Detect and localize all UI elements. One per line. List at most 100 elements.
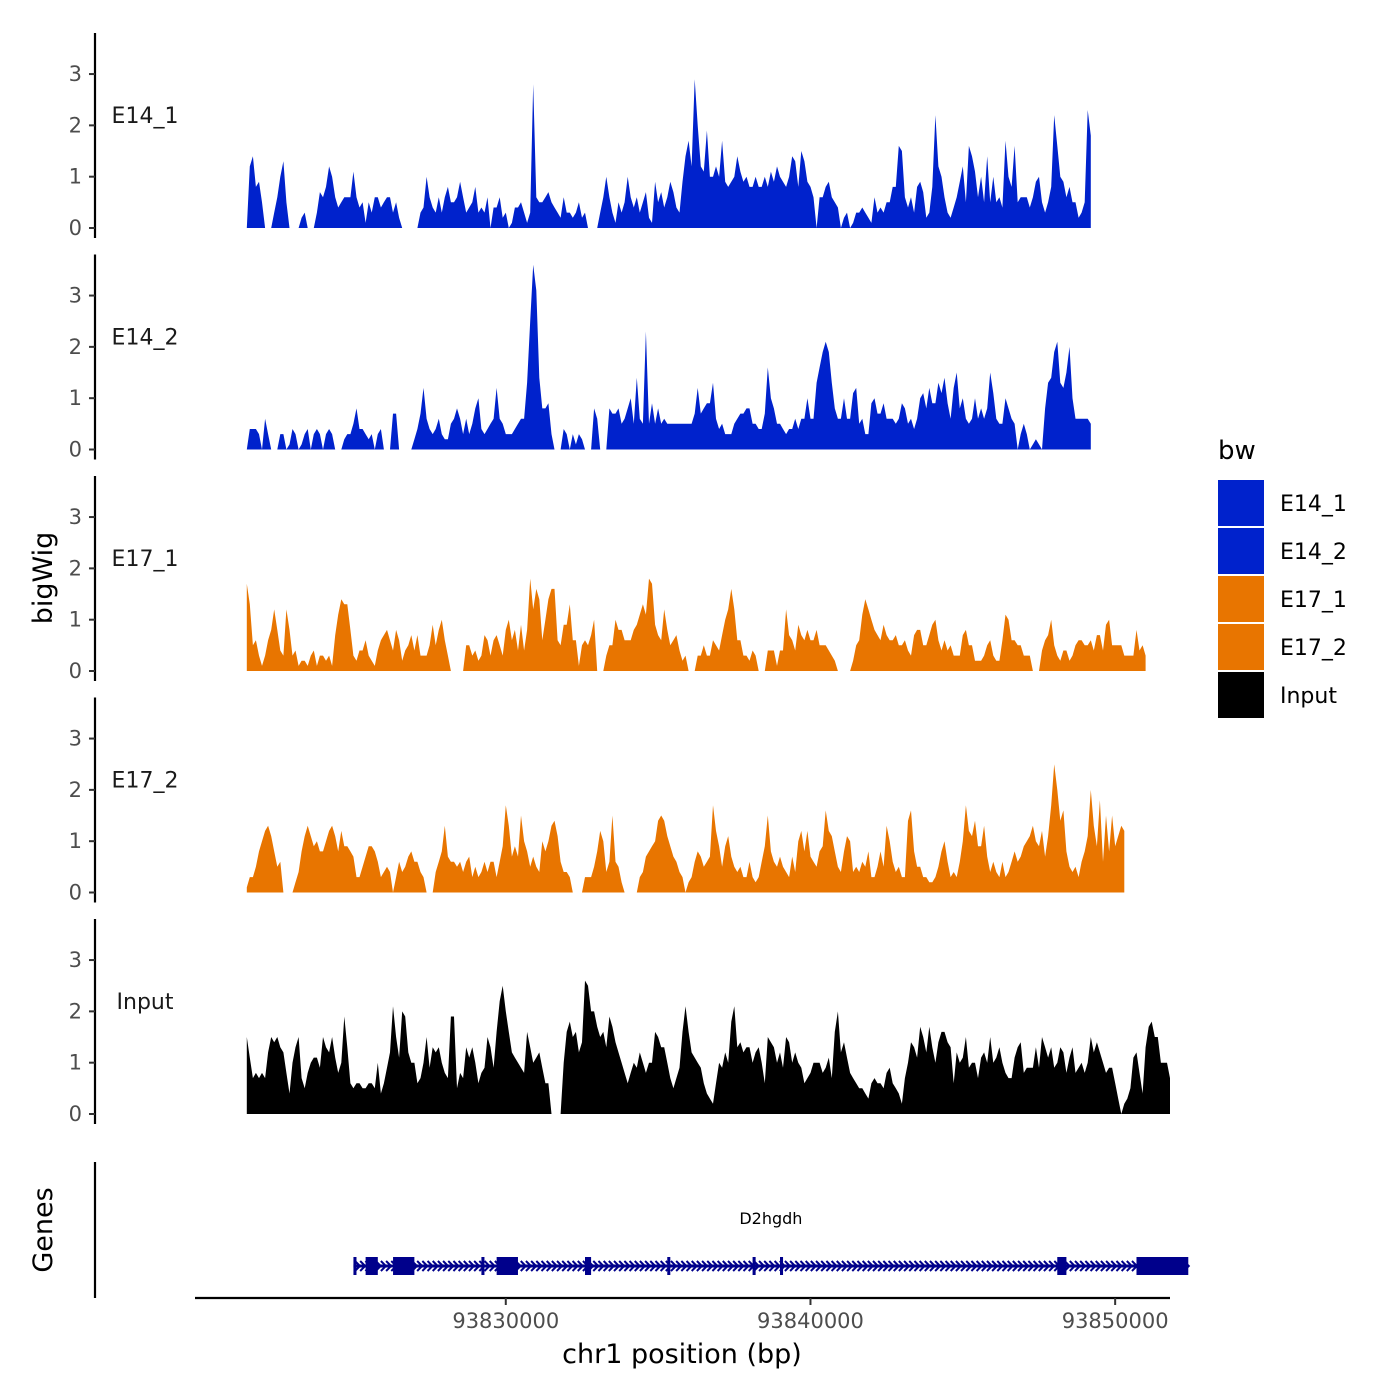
- strand-arrow: [794, 1260, 802, 1272]
- strand-arrow: [701, 1260, 709, 1272]
- genes-panel: Genes D2hgdh: [28, 1162, 1191, 1298]
- strand-arrow: [447, 1260, 455, 1272]
- strand-arrow: [670, 1260, 678, 1272]
- signal-area-E17_1: [694, 588, 759, 671]
- strand-arrow: [846, 1260, 854, 1272]
- track-label: Input: [117, 990, 174, 1015]
- strand-arrow: [545, 1260, 554, 1272]
- y-tick-label: 0: [69, 881, 82, 905]
- y-tick-label: 1: [69, 1051, 82, 1075]
- y-tick-label: 1: [69, 608, 82, 632]
- y-tick-label: 0: [69, 438, 82, 462]
- strand-arrow: [742, 1260, 750, 1272]
- strand-arrow: [618, 1260, 626, 1272]
- strand-arrow: [851, 1260, 859, 1272]
- strand-arrow: [639, 1260, 647, 1272]
- strand-arrow: [986, 1260, 994, 1272]
- strand-arrow: [1084, 1260, 1092, 1272]
- signal-area-E14_2: [246, 418, 272, 450]
- legend-label: E17_1: [1280, 588, 1347, 613]
- strand-arrow: [711, 1260, 719, 1272]
- bigwig-tracks: 0 1 2 3 E14_1 0 1 2 3 E14_2 0 1 2 3 E17_1 0 1 2 3 E17_2 0 1 2 3…: [69, 33, 1170, 1126]
- track-label: E17_1: [112, 547, 179, 572]
- strand-arrow: [830, 1260, 838, 1272]
- strand-arrow: [1126, 1260, 1134, 1272]
- strand-arrow: [468, 1260, 476, 1272]
- strand-arrow: [623, 1260, 631, 1272]
- y-axis-title: bigWig: [28, 532, 59, 625]
- strand-arrow: [882, 1260, 890, 1272]
- strand-arrow: [918, 1260, 927, 1272]
- strand-arrow: [354, 1260, 362, 1272]
- strand-arrow: [613, 1260, 621, 1272]
- strand-arrow: [872, 1260, 880, 1272]
- y-tick-label: 1: [69, 165, 82, 189]
- strand-arrow: [737, 1260, 745, 1272]
- x-axis: 93830000 93840000 93850000: [195, 1296, 1170, 1333]
- strand-arrow: [592, 1260, 600, 1272]
- gene-label: D2hgdh: [739, 1209, 802, 1228]
- strand-arrow: [457, 1260, 466, 1272]
- track-label: E14_2: [112, 326, 179, 351]
- legend-label: E14_2: [1280, 540, 1347, 565]
- strand-arrow: [836, 1260, 844, 1272]
- gene-exon: [1057, 1257, 1067, 1275]
- strand-arrow: [571, 1260, 579, 1272]
- strand-arrow: [561, 1260, 569, 1272]
- strand-arrow: [1027, 1260, 1035, 1272]
- strand-arrow: [1089, 1260, 1097, 1272]
- strand-arrow: [887, 1260, 895, 1272]
- strand-arrow: [867, 1260, 875, 1272]
- y-tick-label: 0: [69, 216, 82, 240]
- signal-area-E17_2: [636, 764, 1125, 893]
- strand-arrow: [716, 1260, 725, 1272]
- y-tick-label: 1: [69, 829, 82, 853]
- track-Input: 0 1 2 3 Input: [69, 919, 1170, 1126]
- strand-arrow: [810, 1260, 818, 1272]
- strand-arrow: [1115, 1260, 1123, 1272]
- strand-arrow: [597, 1260, 605, 1272]
- y-tick-label: 3: [69, 505, 82, 529]
- strand-arrow: [680, 1260, 688, 1272]
- strand-arrow: [763, 1260, 771, 1272]
- strand-arrow: [841, 1260, 849, 1272]
- signal-area-E17_1: [246, 583, 451, 671]
- strand-arrow: [799, 1260, 807, 1272]
- gene-exon: [752, 1257, 756, 1275]
- strand-arrow: [483, 1260, 491, 1272]
- strand-arrow: [463, 1260, 471, 1272]
- signal-area-E17_1: [603, 578, 689, 671]
- strand-arrow: [359, 1260, 367, 1272]
- strand-arrow: [758, 1260, 766, 1272]
- strand-arrow: [991, 1260, 999, 1272]
- signal-area-E17_1: [850, 599, 1033, 671]
- strand-arrow: [1038, 1260, 1046, 1272]
- strand-arrow: [892, 1260, 901, 1272]
- strand-arrow: [437, 1260, 445, 1272]
- strand-arrow: [955, 1260, 963, 1272]
- track-E14_1: 0 1 2 3 E14_1: [69, 33, 1091, 240]
- strand-arrow: [975, 1260, 983, 1272]
- y-tick-label: 2: [69, 556, 82, 580]
- strand-arrow: [825, 1260, 833, 1272]
- strand-arrow: [996, 1260, 1004, 1272]
- signal-area-E14_2: [277, 429, 336, 450]
- x-tick-label: 93850000: [1062, 1309, 1169, 1333]
- strand-arrow: [706, 1260, 714, 1272]
- strand-arrow: [924, 1260, 932, 1272]
- strand-arrow: [1048, 1260, 1056, 1272]
- strand-arrow: [649, 1260, 657, 1272]
- strand-arrow: [535, 1260, 543, 1272]
- strand-arrow: [1022, 1260, 1030, 1272]
- strand-arrow: [784, 1260, 792, 1272]
- strand-arrow: [525, 1260, 533, 1272]
- strand-arrow: [722, 1260, 730, 1272]
- strand-arrow: [426, 1260, 434, 1272]
- strand-arrow: [442, 1260, 450, 1272]
- strand-arrow: [1006, 1260, 1015, 1272]
- strand-arrow: [908, 1260, 916, 1272]
- track-E17_2: 0 1 2 3 E17_2: [69, 697, 1125, 905]
- signal-area-E14_1: [298, 212, 308, 228]
- strand-arrow: [815, 1260, 823, 1272]
- y-tick-label: 3: [69, 62, 82, 86]
